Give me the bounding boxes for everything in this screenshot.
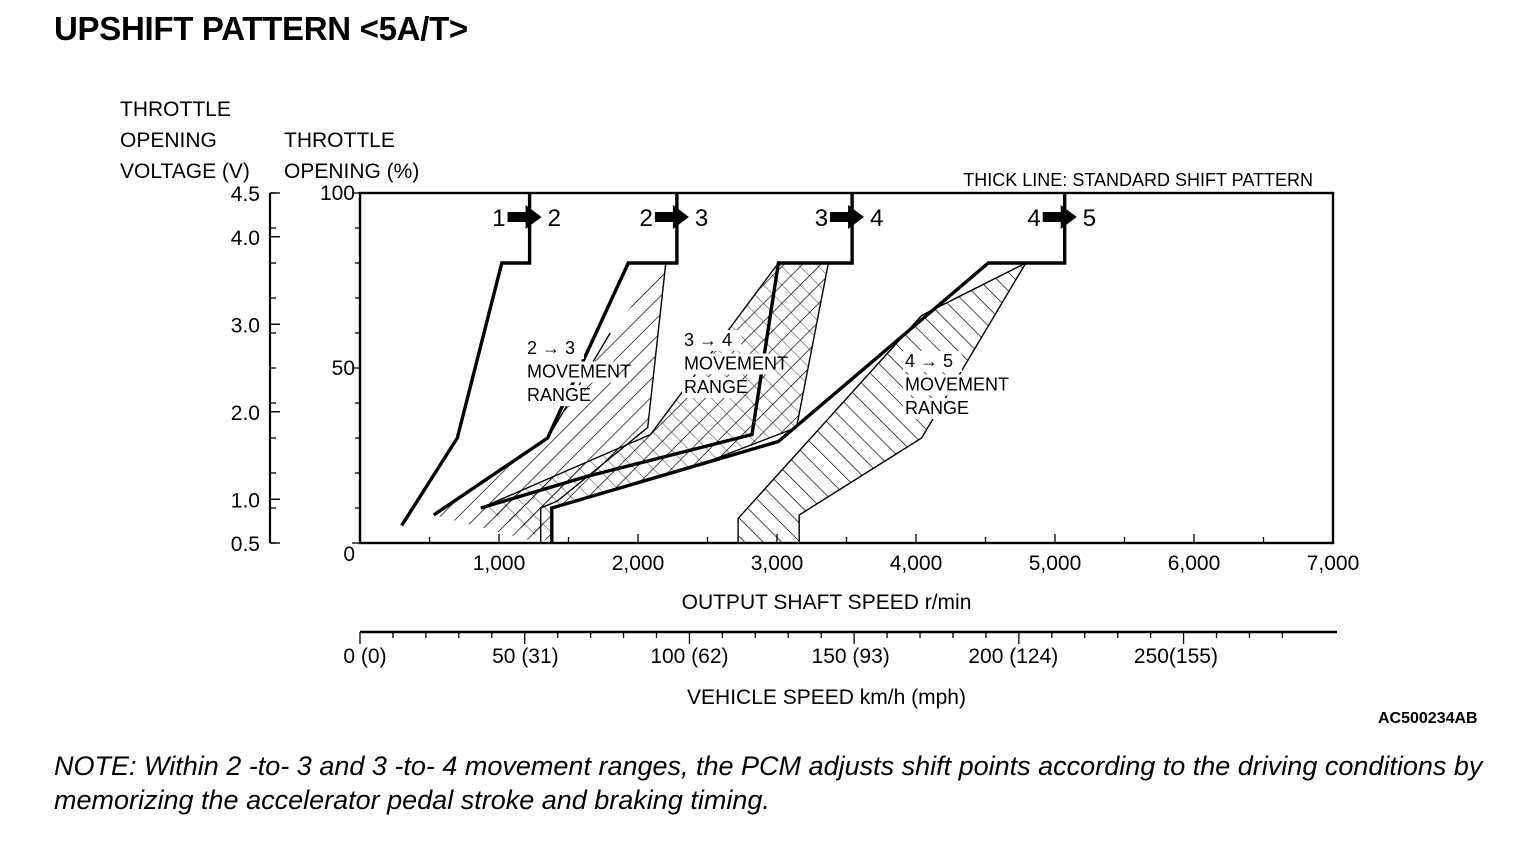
range-label-bg	[525, 385, 584, 406]
speed-tick-label: 0 (0)	[343, 645, 386, 668]
x-tick-label: 3,000	[751, 552, 804, 575]
shift-label-from: 1	[492, 205, 505, 232]
movement-range-label: RANGE	[905, 398, 969, 418]
shift-label-from: 4	[1027, 205, 1040, 232]
range-label-bg	[525, 338, 584, 359]
shift-label-to: 2	[548, 205, 561, 232]
x-tick-label: 5,000	[1029, 552, 1082, 575]
plot-frame-layer	[268, 191, 1337, 644]
voltage-tick-label: 4.5	[231, 183, 260, 206]
upshift-chart: 1,000 2,000 3,000 4,000 5,000 6,000 7,00005010…	[120, 98, 1359, 709]
x-tick-label: 1,000	[473, 552, 526, 575]
movement-range-label: RANGE	[684, 377, 748, 397]
shift-label-to: 5	[1083, 205, 1096, 232]
movement-range-label: 4 → 5	[905, 351, 953, 371]
figure-code: AC500234AB	[1378, 710, 1478, 727]
y-tick-label: 50	[332, 357, 355, 380]
x-tick-label: 4,000	[890, 552, 943, 575]
movement-range-crosshatch	[480, 263, 829, 543]
range-boundary-right-4	[798, 262, 1027, 543]
speed-tick-label: 200 (124)	[968, 645, 1058, 668]
x-tick-label: 7,000	[1307, 552, 1360, 575]
movement-range-label: 2 → 3	[527, 338, 575, 358]
voltage-tick-label: 0.5	[231, 533, 260, 556]
speed-tick-label: 100 (62)	[650, 645, 728, 668]
movement-range-label: 3 → 4	[684, 330, 732, 350]
range-label-bg	[903, 398, 962, 419]
shift-label-to: 4	[870, 205, 883, 232]
voltage-tick-label: 2.0	[231, 402, 260, 425]
voltage-tick-label: 4.0	[231, 227, 260, 250]
movement-range-label: MOVEMENT	[684, 354, 788, 374]
range-label-bg	[525, 361, 617, 383]
x-axis-label: OUTPUT SHAFT SPEED r/min	[682, 591, 972, 614]
x-tick-label: 6,000	[1168, 552, 1221, 575]
shift-arrow-icon	[507, 205, 542, 229]
voltage-axis-label: THROTTLE	[120, 98, 231, 121]
shift-lines-layer	[400, 193, 1067, 543]
movement-range-label: RANGE	[527, 385, 591, 405]
movement-range-4-5	[738, 263, 1026, 543]
voltage-axis-label: OPENING	[120, 129, 217, 152]
speed-tick-label: 150 (93)	[812, 645, 890, 668]
y-tick-label: 0	[343, 543, 355, 566]
range-label-bg	[903, 351, 962, 372]
page-title: UPSHIFT PATTERN <5A/T>	[54, 10, 468, 47]
shift-label-from: 3	[815, 205, 828, 232]
range-label-bg	[903, 374, 995, 396]
range-label-bg	[682, 377, 741, 398]
shift-arrow-icon	[830, 205, 865, 229]
shift-label-from: 2	[640, 205, 653, 232]
speed-tick-label: 250(155)	[1134, 645, 1218, 668]
range-boundary-left-4	[737, 262, 1027, 543]
standard-pattern-annotation: THICK LINE: STANDARD SHIFT PATTERN	[963, 170, 1313, 190]
range-label-bg	[682, 353, 774, 375]
shift-arrow-icon	[654, 205, 689, 229]
x-tick-label: 2,000	[612, 552, 665, 575]
throttle-axis-label: THROTTLE	[284, 129, 395, 152]
shift-line-3-4	[480, 193, 854, 510]
speed-tick-label: 50 (31)	[492, 645, 559, 668]
y-tick-label: 100	[320, 182, 355, 205]
chart-text-layer: 1,000 2,000 3,000 4,000 5,000 6,000 7,00005010…	[120, 98, 1359, 709]
throttle-axis-label: OPENING (%)	[284, 160, 419, 183]
shift-line-1-2	[400, 193, 532, 527]
shift-arrow-icon	[1042, 205, 1077, 229]
speed-axis-label: VEHICLE SPEED km/h (mph)	[687, 686, 966, 709]
shift-line-2-3	[432, 193, 679, 517]
shift-label-to: 3	[695, 205, 708, 232]
note-text: NOTE: Within 2 -to- 3 and 3 -to- 4 movem…	[54, 751, 1483, 815]
range-label-bg	[682, 330, 741, 351]
shift-line-4-5	[550, 193, 1067, 543]
movement-range-label: MOVEMENT	[905, 375, 1009, 395]
voltage-tick-label: 3.0	[231, 314, 260, 337]
voltage-axis-label: VOLTAGE (V)	[120, 160, 250, 183]
voltage-tick-label: 1.0	[231, 489, 260, 512]
range-boundary-left-3	[480, 262, 779, 509]
movement-range-label: MOVEMENT	[527, 362, 631, 382]
